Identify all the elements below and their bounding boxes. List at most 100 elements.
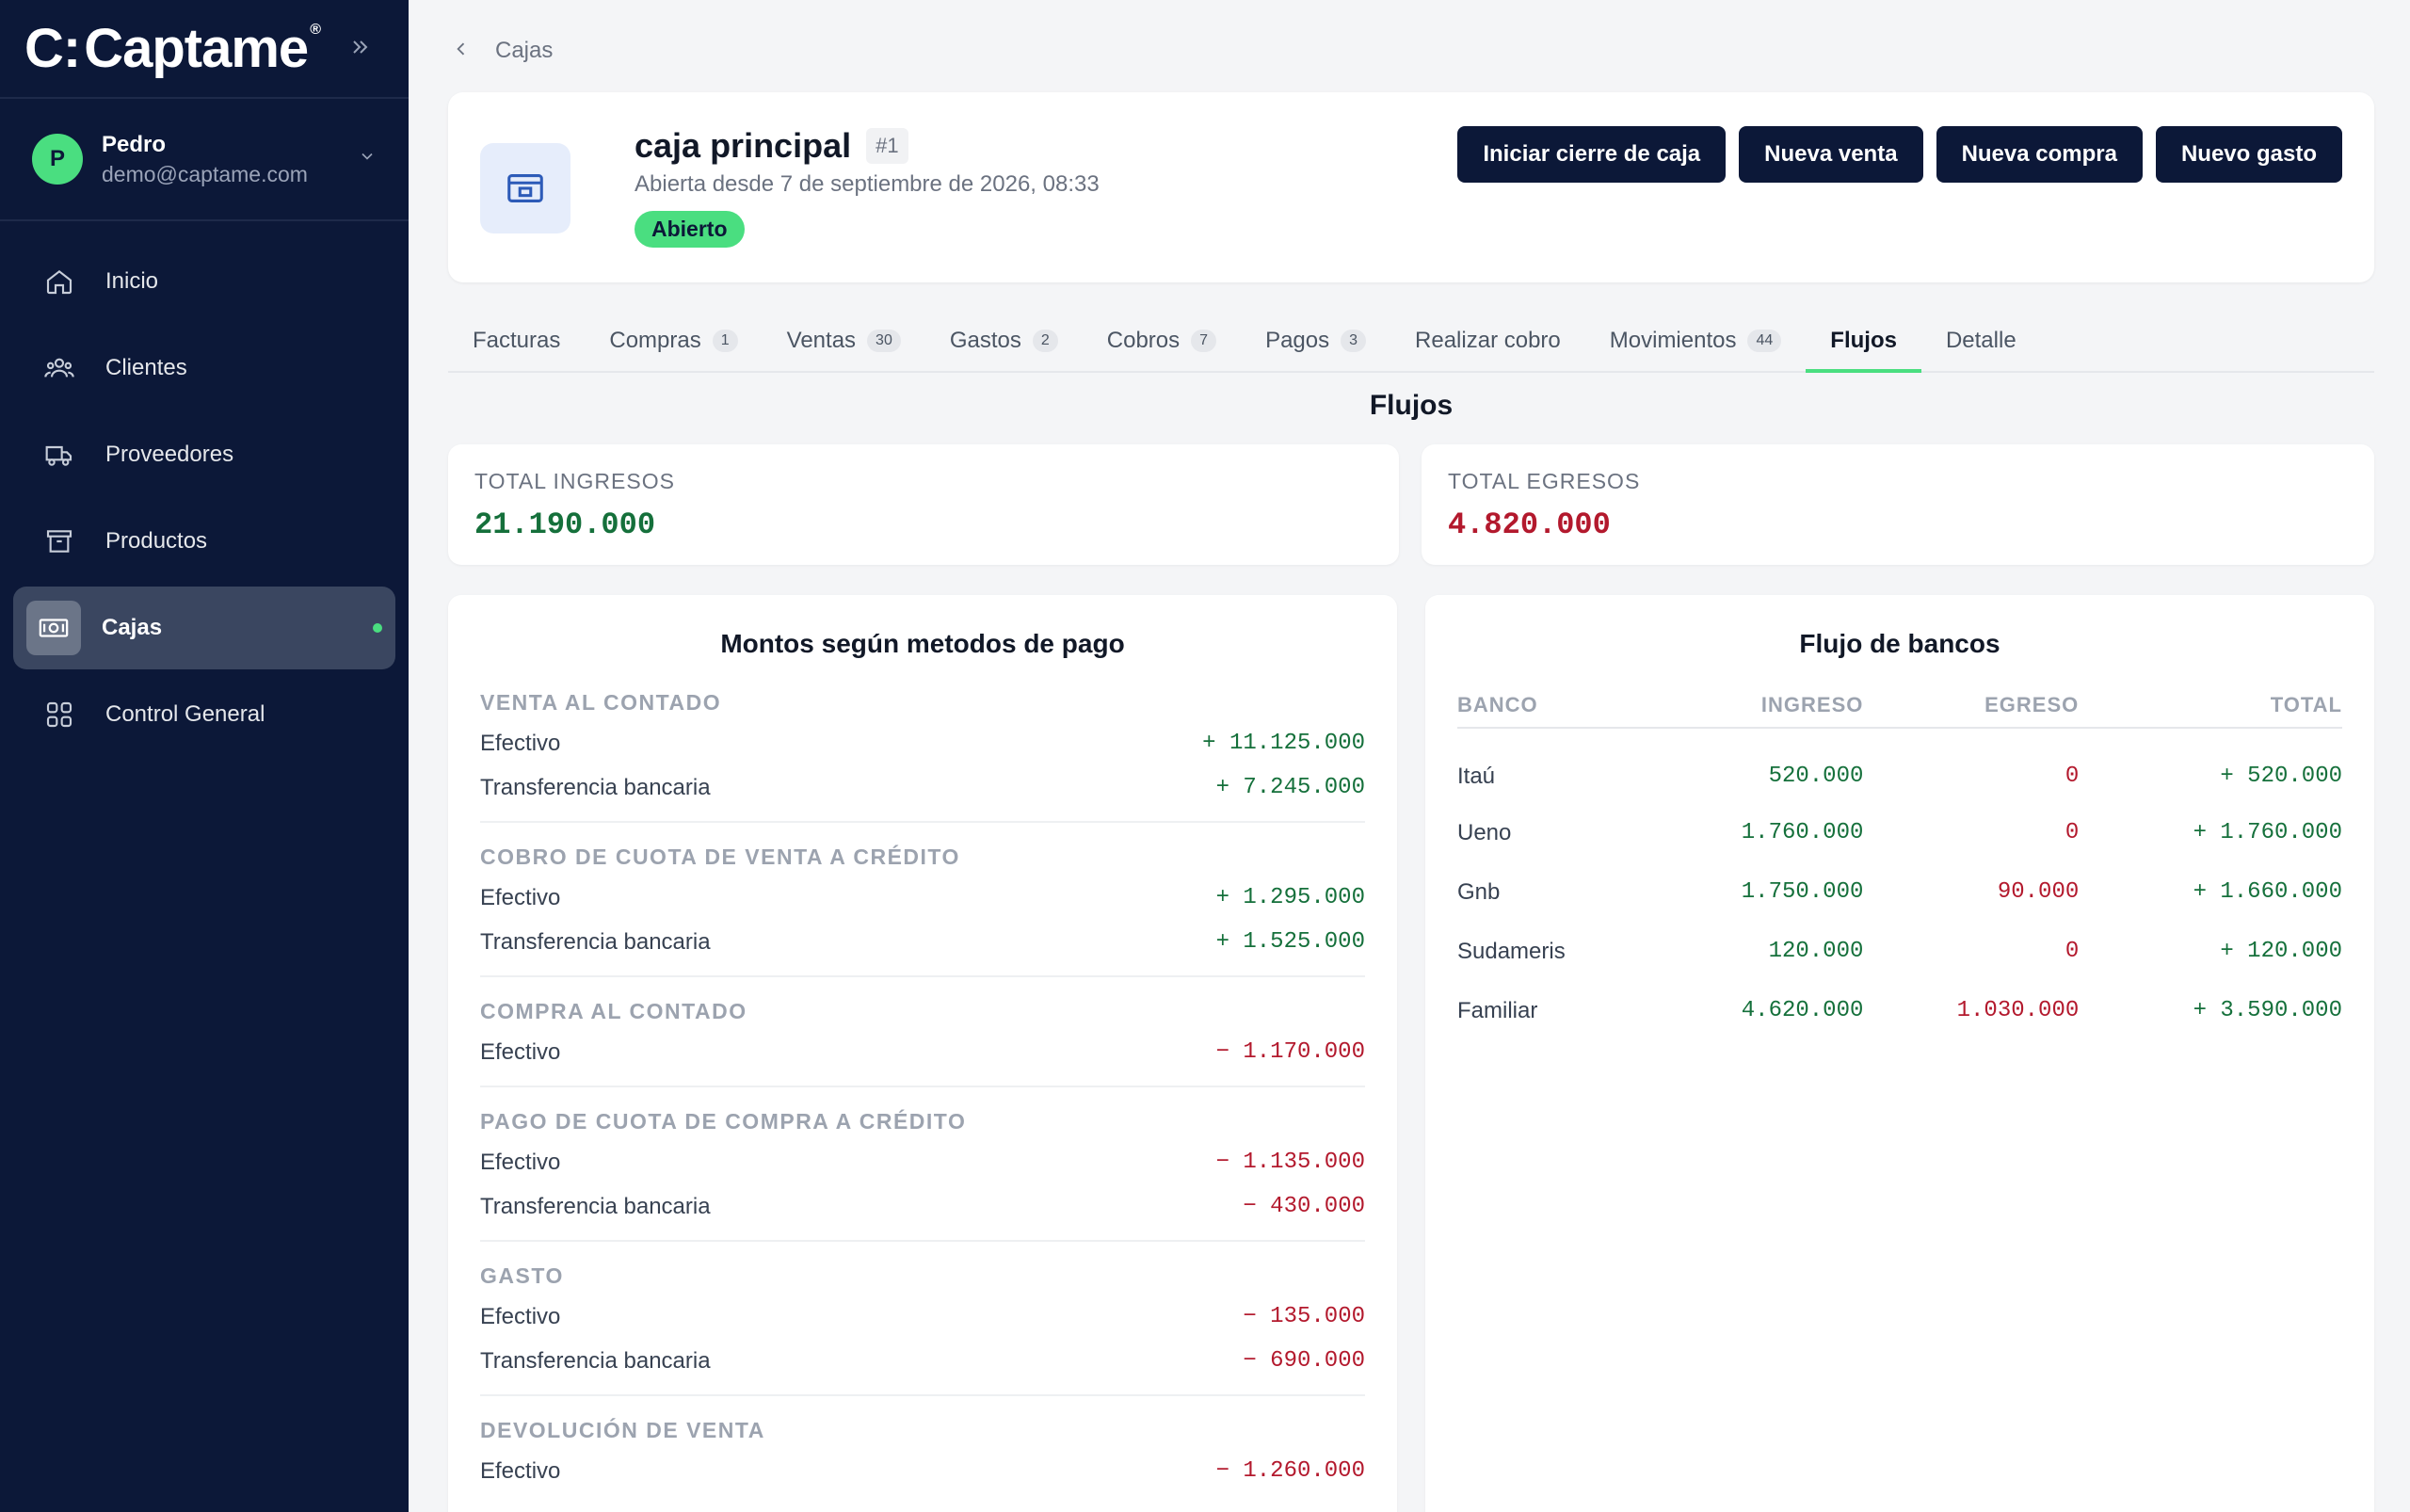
tab-label: Pagos <box>1265 328 1330 353</box>
user-menu[interactable]: P Pedro demo@captame.com <box>0 99 409 221</box>
payment-method-category: COMPRA AL CONTADO <box>480 998 747 1023</box>
sidebar-item-label: Control General <box>105 701 265 727</box>
tab-label: Ventas <box>786 328 857 353</box>
payment-method-group: DEVOLUCIÓN DE VENTA Efectivo − 1.260.000 <box>480 1411 1365 1504</box>
payment-method-amount: − 690.000 <box>1243 1348 1365 1374</box>
bank-income: 120.000 <box>1768 939 1864 964</box>
tab-pagos[interactable]: Pagos 3 <box>1241 311 1390 371</box>
new-expense-button[interactable]: Nuevo gasto <box>2155 126 2342 183</box>
column-header-expense: EGRESO <box>1863 693 2080 729</box>
sidebar-item-cajas[interactable]: Cajas <box>13 587 395 669</box>
collapse-sidebar-icon[interactable] <box>348 30 371 67</box>
bank-expense: 0 <box>2065 939 2080 964</box>
tab-facturas[interactable]: Facturas <box>448 311 585 371</box>
payment-method-name: Efectivo <box>480 884 561 910</box>
table-row: Gnb 1.750.000 90.000 + 1.660.000 <box>1457 862 2342 922</box>
payment-method-row: Efectivo − 1.135.000 <box>480 1140 1365 1184</box>
chevron-down-icon[interactable] <box>358 147 377 171</box>
payment-methods-list: VENTA AL CONTADO Efectivo + 11.125.000 Tran… <box>448 684 1397 1504</box>
main-content: Cajas caja principal #1 Abierta desde 7 … <box>409 0 2410 1512</box>
logo-row: C: Captame ® <box>0 0 409 99</box>
payment-method-name: Transferencia bancaria <box>480 774 711 800</box>
payment-method-row: Efectivo − 1.170.000 <box>480 1030 1365 1074</box>
sidebar-item-clientes[interactable]: Clientes <box>13 327 395 410</box>
payment-method-row: Efectivo − 1.260.000 <box>480 1449 1365 1493</box>
tab-gastos[interactable]: Gastos 2 <box>925 311 1083 371</box>
bank-name: Gnb <box>1457 878 1501 905</box>
payment-methods-title: Montos según metodos de pago <box>720 629 1125 658</box>
total-expense-value: 4.820.000 <box>1448 507 1611 542</box>
total-income-card: TOTAL INGRESOS 21.190.000 <box>448 444 1399 565</box>
grid-icon <box>41 697 77 732</box>
payment-method-row: Transferencia bancaria + 7.245.000 <box>480 765 1365 810</box>
payment-method-group: GASTO Efectivo − 135.000 Transferencia banc… <box>480 1257 1365 1396</box>
sidebar-item-control-general[interactable]: Control General <box>13 673 395 756</box>
payment-method-name: Efectivo <box>480 1457 561 1484</box>
bank-total: + 1.660.000 <box>2193 879 2342 905</box>
bank-expense: 1.030.000 <box>1956 998 2080 1023</box>
column-header-total: TOTAL <box>2079 693 2342 729</box>
avatar: P <box>32 134 83 185</box>
column-header-bank: BANCO <box>1457 693 1648 729</box>
bank-total: + 1.760.000 <box>2193 820 2342 845</box>
payment-method-category: GASTO <box>480 1263 564 1288</box>
register-title-row: caja principal #1 <box>635 126 908 166</box>
payment-method-amount: + 11.125.000 <box>1202 731 1365 756</box>
bank-total: + 520.000 <box>2220 764 2342 789</box>
payment-method-row: Efectivo + 11.125.000 <box>480 721 1365 765</box>
tab-count-badge: 3 <box>1341 330 1367 352</box>
tab-detalle[interactable]: Detalle <box>1921 311 2041 371</box>
new-purchase-button[interactable]: Nueva compra <box>1936 126 2143 183</box>
brand-logo[interactable]: C: Captame ® <box>24 17 321 80</box>
payment-method-row: Efectivo − 135.000 <box>480 1295 1365 1339</box>
tab-count-badge: 44 <box>1747 330 1782 352</box>
status-badge: Abierto <box>635 211 745 248</box>
register-id-badge: #1 <box>866 128 908 164</box>
payment-method-category: VENTA AL CONTADO <box>480 689 722 715</box>
tab-flujos[interactable]: Flujos <box>1806 311 1921 373</box>
sidebar-item-label: Proveedores <box>105 442 234 467</box>
column-header-income: INGRESO <box>1647 693 1864 729</box>
user-email: demo@captame.com <box>102 161 308 186</box>
bank-expense: 0 <box>2065 820 2080 845</box>
sidebar-item-productos[interactable]: Productos <box>13 500 395 583</box>
payment-methods-panel: Montos según metodos de pago VENTA AL CO… <box>448 595 1397 1512</box>
tab-movimientos[interactable]: Movimientos 44 <box>1585 311 1807 371</box>
sidebar-item-inicio[interactable]: Inicio <box>13 240 395 323</box>
tab-label: Detalle <box>1945 328 2016 353</box>
register-icon <box>480 143 570 233</box>
breadcrumb[interactable]: Cajas <box>452 36 553 65</box>
bank-income: 1.760.000 <box>1741 820 1864 845</box>
registered-mark: ® <box>310 21 321 38</box>
payment-method-amount: − 430.000 <box>1243 1194 1365 1219</box>
start-closing-button[interactable]: Iniciar cierre de caja <box>1457 126 1727 183</box>
sidebar-item-proveedores[interactable]: Proveedores <box>13 413 395 496</box>
tab-label: Facturas <box>473 328 561 353</box>
payment-method-row: Transferencia bancaria + 1.525.000 <box>480 920 1365 964</box>
payment-method-amount: + 7.245.000 <box>1215 775 1365 800</box>
new-sale-button[interactable]: Nueva venta <box>1739 126 1923 183</box>
payment-method-name: Efectivo <box>480 1038 561 1065</box>
sidebar-item-label: Cajas <box>102 615 163 640</box>
breadcrumb-label[interactable]: Cajas <box>495 37 554 63</box>
payment-method-category: DEVOLUCIÓN DE VENTA <box>480 1417 765 1442</box>
truck-icon <box>41 437 77 473</box>
sidebar-nav: Inicio Clientes Proveedores Productos Ca… <box>0 221 409 779</box>
tab-compras[interactable]: Compras 1 <box>585 311 762 371</box>
tab-ventas[interactable]: Ventas 30 <box>763 311 925 371</box>
register-header-card: caja principal #1 Abierta desde 7 de sep… <box>448 92 2374 282</box>
tab-label: Realizar cobro <box>1415 328 1561 353</box>
table-row: Familiar 4.620.000 1.030.000 + 3.590.000 <box>1457 981 2342 1040</box>
bank-name: Ueno <box>1457 819 1512 845</box>
bank-total: + 3.590.000 <box>2193 998 2342 1023</box>
payment-method-row: Transferencia bancaria − 690.000 <box>480 1339 1365 1383</box>
tab-realizar-cobro[interactable]: Realizar cobro <box>1390 311 1585 371</box>
payment-method-row: Efectivo + 1.295.000 <box>480 876 1365 920</box>
table-row: Ueno 1.760.000 0 + 1.760.000 <box>1457 803 2342 862</box>
tab-cobros[interactable]: Cobros 7 <box>1083 311 1241 371</box>
table-header-row: BANCO INGRESO EGRESO TOTAL <box>1457 693 2342 729</box>
chevron-left-icon[interactable] <box>452 36 471 65</box>
user-name: Pedro <box>102 131 167 157</box>
header-actions: Iniciar cierre de caja Nueva venta Nueva… <box>1457 126 2342 183</box>
tab-label: Flujos <box>1830 328 1897 353</box>
